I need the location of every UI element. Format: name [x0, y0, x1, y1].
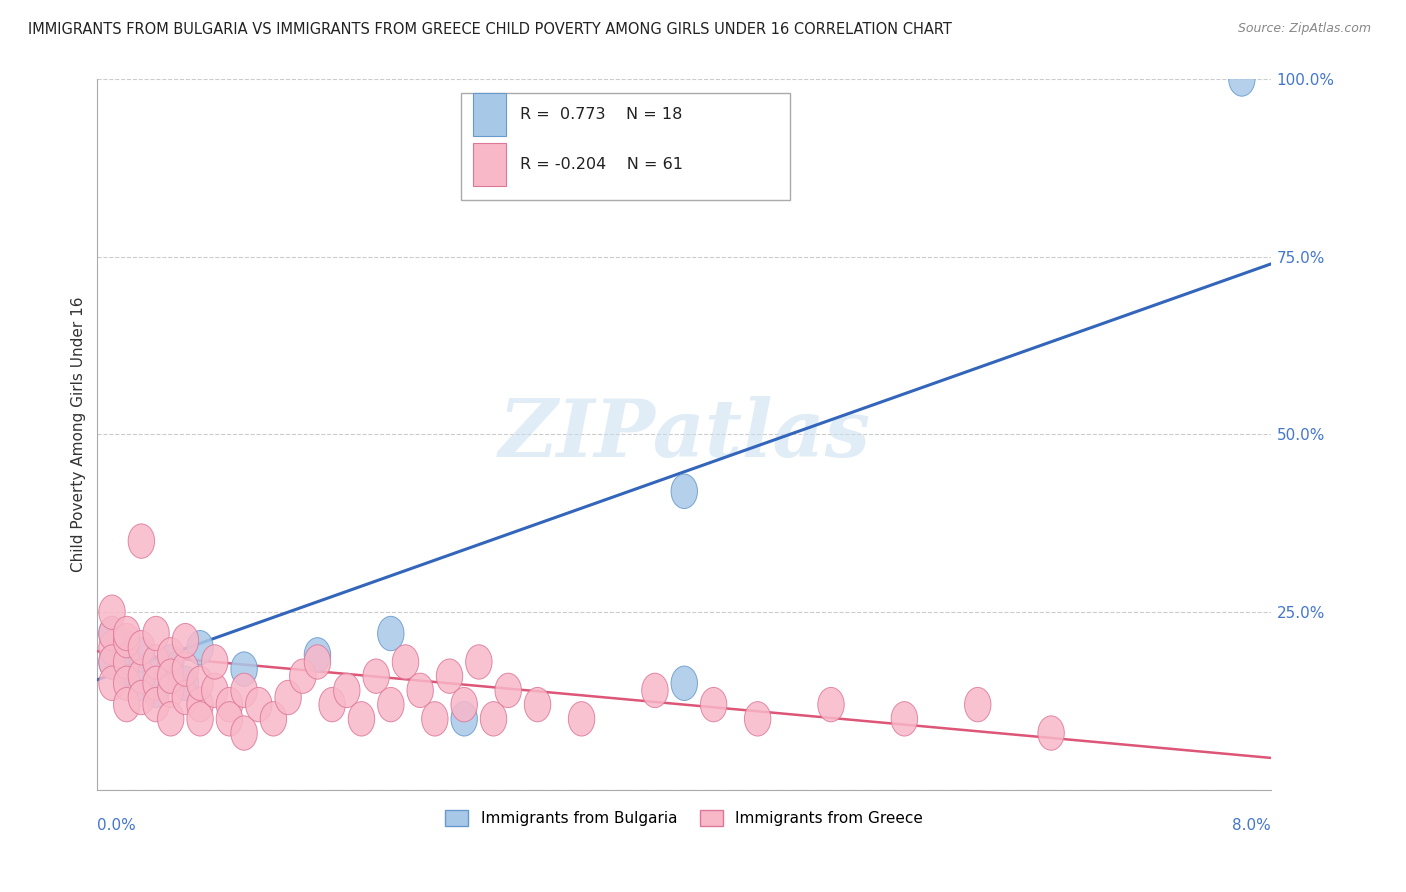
Ellipse shape	[451, 688, 478, 722]
Ellipse shape	[143, 659, 169, 693]
Ellipse shape	[157, 659, 184, 693]
Ellipse shape	[98, 616, 125, 651]
Ellipse shape	[524, 688, 551, 722]
Ellipse shape	[304, 645, 330, 679]
Ellipse shape	[363, 659, 389, 693]
Ellipse shape	[114, 652, 141, 686]
Ellipse shape	[231, 673, 257, 707]
Ellipse shape	[700, 688, 727, 722]
Legend: Immigrants from Bulgaria, Immigrants from Greece: Immigrants from Bulgaria, Immigrants fro…	[440, 804, 929, 832]
Ellipse shape	[172, 666, 198, 700]
Bar	[472, 93, 506, 136]
Ellipse shape	[378, 688, 404, 722]
Ellipse shape	[157, 673, 184, 707]
Ellipse shape	[114, 631, 141, 665]
Ellipse shape	[98, 666, 125, 700]
Ellipse shape	[392, 645, 419, 679]
Ellipse shape	[187, 666, 214, 700]
Ellipse shape	[217, 688, 243, 722]
Ellipse shape	[143, 688, 169, 722]
Ellipse shape	[965, 688, 991, 722]
Ellipse shape	[128, 681, 155, 714]
Ellipse shape	[157, 638, 184, 672]
Ellipse shape	[172, 681, 198, 714]
Ellipse shape	[246, 688, 271, 722]
Text: R =  0.773    N = 18: R = 0.773 N = 18	[520, 107, 682, 122]
Ellipse shape	[98, 616, 125, 651]
Text: R = -0.204    N = 61: R = -0.204 N = 61	[520, 157, 683, 172]
Ellipse shape	[128, 666, 155, 700]
Y-axis label: Child Poverty Among Girls Under 16: Child Poverty Among Girls Under 16	[72, 297, 86, 572]
Ellipse shape	[568, 702, 595, 736]
Ellipse shape	[378, 616, 404, 651]
Ellipse shape	[143, 645, 169, 679]
Ellipse shape	[143, 666, 169, 700]
Ellipse shape	[143, 616, 169, 651]
Ellipse shape	[98, 595, 125, 630]
Ellipse shape	[157, 645, 184, 679]
Text: Source: ZipAtlas.com: Source: ZipAtlas.com	[1237, 22, 1371, 36]
Ellipse shape	[671, 475, 697, 508]
Ellipse shape	[231, 652, 257, 686]
Ellipse shape	[98, 645, 125, 679]
Ellipse shape	[1229, 62, 1256, 96]
Ellipse shape	[114, 624, 141, 657]
Ellipse shape	[114, 666, 141, 700]
Ellipse shape	[818, 688, 844, 722]
Ellipse shape	[436, 659, 463, 693]
Ellipse shape	[128, 631, 155, 665]
Ellipse shape	[481, 702, 506, 736]
Ellipse shape	[128, 659, 155, 693]
Ellipse shape	[201, 673, 228, 707]
Text: 0.0%: 0.0%	[97, 818, 136, 833]
Ellipse shape	[98, 631, 125, 665]
Ellipse shape	[157, 702, 184, 736]
FancyBboxPatch shape	[461, 93, 790, 200]
Text: 8.0%: 8.0%	[1233, 818, 1271, 833]
Ellipse shape	[744, 702, 770, 736]
Ellipse shape	[1038, 716, 1064, 750]
Ellipse shape	[128, 638, 155, 672]
Ellipse shape	[304, 638, 330, 672]
Ellipse shape	[260, 702, 287, 736]
Ellipse shape	[114, 688, 141, 722]
Ellipse shape	[290, 659, 316, 693]
Text: ZIPatlas: ZIPatlas	[498, 396, 870, 473]
Ellipse shape	[319, 688, 346, 722]
Ellipse shape	[187, 702, 214, 736]
Ellipse shape	[172, 624, 198, 657]
Ellipse shape	[422, 702, 449, 736]
Ellipse shape	[495, 673, 522, 707]
Ellipse shape	[98, 645, 125, 679]
Text: IMMIGRANTS FROM BULGARIA VS IMMIGRANTS FROM GREECE CHILD POVERTY AMONG GIRLS UND: IMMIGRANTS FROM BULGARIA VS IMMIGRANTS F…	[28, 22, 952, 37]
Ellipse shape	[406, 673, 433, 707]
Ellipse shape	[114, 645, 141, 679]
Ellipse shape	[114, 616, 141, 651]
Ellipse shape	[172, 652, 198, 686]
Ellipse shape	[641, 673, 668, 707]
Ellipse shape	[187, 688, 214, 722]
Ellipse shape	[333, 673, 360, 707]
Ellipse shape	[891, 702, 918, 736]
Ellipse shape	[231, 716, 257, 750]
Ellipse shape	[201, 645, 228, 679]
Ellipse shape	[451, 702, 478, 736]
Ellipse shape	[143, 673, 169, 707]
Ellipse shape	[276, 681, 301, 714]
Ellipse shape	[128, 524, 155, 558]
Ellipse shape	[671, 666, 697, 700]
Ellipse shape	[217, 702, 243, 736]
Ellipse shape	[349, 702, 374, 736]
Bar	[472, 143, 506, 186]
Ellipse shape	[465, 645, 492, 679]
Ellipse shape	[187, 631, 214, 665]
